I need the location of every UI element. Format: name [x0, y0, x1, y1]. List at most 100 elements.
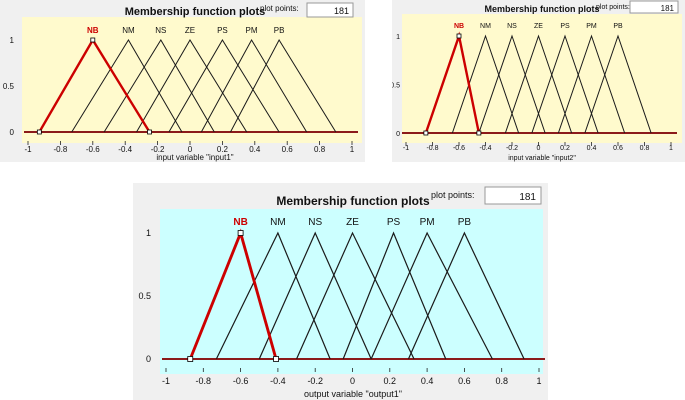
x-tick-label: 0	[537, 145, 541, 152]
mf-label-ze[interactable]: ZE	[346, 217, 359, 228]
mf-curve-ps[interactable]	[168, 39, 280, 133]
mf-plot-input1: Membership function plots plot points: 1…	[3, 2, 362, 162]
mf-curve-pm[interactable]	[200, 38, 308, 133]
mf-curve-ns[interactable]	[103, 39, 215, 133]
mf-vertex-handle[interactable]	[237, 230, 244, 236]
y-tick-label: 0.5	[392, 83, 400, 90]
mf-label-pm[interactable]: PM	[420, 217, 435, 228]
x-tick-label: 1	[350, 145, 355, 154]
mf-label-ze[interactable]: ZE	[534, 23, 543, 30]
mf-label-pb[interactable]: PB	[458, 217, 472, 228]
x-tick-label: -1	[162, 376, 170, 386]
mf-plot-output1: Membership function plots plot points: 1…	[138, 186, 545, 399]
y-tick-label: 1	[396, 34, 400, 41]
mf-curve-nm[interactable]	[451, 34, 520, 134]
plot-points-label: plot points:	[431, 190, 475, 200]
x-tick-label: 0	[188, 145, 193, 154]
mf-label-pb[interactable]: PB	[613, 23, 623, 30]
mf-panel-input2: Membership function plots plot points: 1…	[392, 0, 685, 162]
x-axis-title: output variable "output1"	[304, 389, 402, 399]
y-tick-label: 0.5	[3, 82, 15, 91]
mf-curve-ze[interactable]	[504, 34, 573, 134]
plot-points-value[interactable]: 181	[519, 192, 536, 203]
mf-vertex-handle[interactable]	[147, 129, 152, 135]
x-tick-label: -0.4	[479, 145, 491, 152]
mf-vertex-handle[interactable]	[423, 130, 429, 136]
mf-curve-pb[interactable]	[584, 34, 652, 134]
mf-label-nm[interactable]: NM	[270, 217, 286, 228]
y-tick-label: 1	[146, 228, 151, 238]
y-tick-label: 0	[10, 128, 15, 137]
x-tick-label: 0.2	[384, 376, 397, 386]
x-tick-label: 1	[536, 376, 541, 386]
x-tick-label: -0.6	[233, 376, 249, 386]
x-tick-label: -0.8	[196, 376, 212, 386]
x-tick-label: -1	[24, 145, 32, 154]
mf-label-nb[interactable]: NB	[454, 23, 464, 30]
x-tick-label: -0.8	[54, 145, 68, 154]
mf-label-pb[interactable]: PB	[274, 26, 285, 35]
mf-curve-ns[interactable]	[258, 231, 372, 360]
mf-label-ns[interactable]: NS	[507, 23, 517, 30]
mf-vertex-handle[interactable]	[273, 356, 279, 362]
mf-curve-ze[interactable]	[136, 39, 248, 133]
x-tick-label: 0.8	[314, 145, 326, 154]
x-tick-label: 0.6	[282, 145, 294, 154]
mf-curve-pb[interactable]	[407, 231, 525, 360]
mf-label-nm[interactable]: NM	[480, 23, 491, 30]
mf-label-ps[interactable]: PS	[217, 26, 228, 35]
mf-vertex-handle[interactable]	[187, 356, 194, 362]
mf-label-nm[interactable]: NM	[122, 26, 135, 35]
mf-curve-pm[interactable]	[557, 34, 626, 134]
mf-curve-nm[interactable]	[215, 231, 331, 360]
plot-area[interactable]	[402, 14, 682, 143]
plot-area[interactable]	[22, 17, 362, 143]
x-tick-label: -0.4	[118, 145, 132, 154]
mf-label-ps[interactable]: PS	[560, 23, 570, 30]
mf-label-ze[interactable]: ZE	[185, 26, 195, 35]
mf-curve-ze[interactable]	[296, 231, 415, 360]
mf-vertex-handle[interactable]	[90, 37, 96, 43]
mf-curve-nm[interactable]	[71, 39, 183, 133]
y-tick-label: 0.5	[138, 291, 151, 301]
plot-points-value[interactable]: 181	[661, 4, 675, 13]
mf-vertex-handle[interactable]	[476, 130, 482, 136]
mf-vertex-handle[interactable]	[36, 129, 42, 135]
plot-points-field[interactable]	[484, 186, 542, 205]
mf-curve-ns[interactable]	[478, 34, 546, 134]
mf-vertex-handle[interactable]	[456, 33, 462, 39]
mf-curve-ps[interactable]	[342, 231, 447, 360]
y-tick-label: 1	[10, 36, 15, 45]
mf-curve-pb[interactable]	[230, 38, 337, 133]
mf-label-nb[interactable]: NB	[87, 26, 99, 35]
x-tick-label: 0	[350, 376, 355, 386]
x-tick-label: -0.4	[270, 376, 286, 386]
mf-label-ns[interactable]: NS	[308, 217, 322, 228]
x-tick-label: -0.6	[453, 145, 465, 152]
plot-points-label: plot points:	[260, 4, 299, 13]
plot-title: Membership function plots	[276, 194, 430, 208]
mf-label-pm[interactable]: PM	[246, 26, 258, 35]
x-tick-label: -0.8	[426, 145, 438, 152]
mf-plot-input2: Membership function plots plot points: 1…	[392, 0, 682, 162]
mf-panel-input1: Membership function plots plot points: 1…	[0, 0, 365, 162]
x-tick-label: 0.6	[458, 376, 471, 386]
plot-points-field[interactable]	[306, 2, 354, 18]
mf-label-ps[interactable]: PS	[387, 217, 401, 228]
plot-points-value[interactable]: 181	[334, 6, 349, 16]
mf-panel-output1: Membership function plots plot points: 1…	[133, 183, 548, 400]
x-tick-label: 0.2	[560, 145, 570, 152]
mf-label-ns[interactable]: NS	[155, 26, 166, 35]
mf-curve-pm[interactable]	[370, 231, 493, 360]
mf-label-nb[interactable]: NB	[233, 217, 247, 228]
mf-label-pm[interactable]: PM	[586, 23, 597, 30]
x-tick-label: 0.8	[640, 145, 650, 152]
x-tick-label: 0.4	[587, 145, 597, 152]
x-tick-label: -1	[403, 145, 409, 152]
plot-points-field[interactable]	[629, 0, 679, 14]
x-axis-title: input variable "input1"	[156, 153, 233, 162]
x-tick-label: -0.2	[307, 376, 323, 386]
x-tick-label: 0.2	[217, 145, 229, 154]
x-tick-label: -0.2	[151, 145, 165, 154]
mf-curve-ps[interactable]	[531, 34, 599, 134]
